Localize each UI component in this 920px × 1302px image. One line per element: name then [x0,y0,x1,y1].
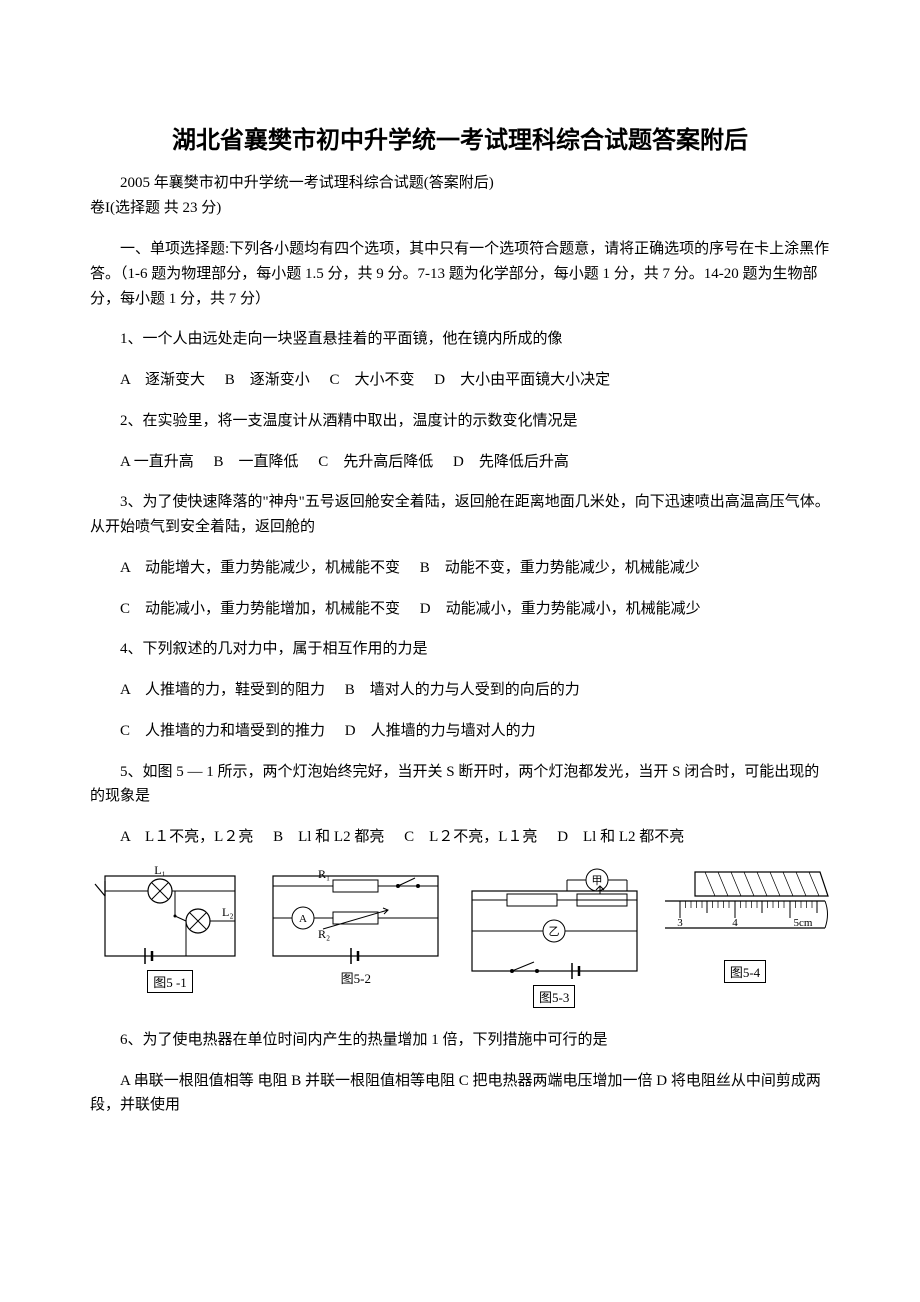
subtitle: 2005 年襄樊市初中升学统一考试理科综合试题(答案附后) [90,171,830,192]
label-r1: R₁ [318,867,330,881]
label-l2: L₂ [222,905,234,919]
circuit-5-3-icon: 甲 乙 [462,866,647,981]
q4-opt-b: B 墙对人的力与人受到的向后的力 [345,682,580,698]
q4-opt-d: D 人推墙的力与墙对人的力 [345,723,536,739]
q2-opt-a: A 一直升高 [120,454,194,470]
question-4-options-cd: C 人推墙的力和墙受到的推力 D 人推墙的力与墙对人的力 [90,719,830,744]
label-yi: 乙 [548,925,559,938]
ruler-5-4-icon: 3 4 5cm [660,866,830,956]
label-ammeter: A [299,913,307,925]
question-3-options-ab: A 动能增大，重力势能减少，机械能不变 B 动能不变，重力势能减少，机械能减少 [90,556,830,581]
question-3-options-cd: C 动能减小，重力势能增加，机械能不变 D 动能减小，重力势能减小，机械能减少 [90,597,830,622]
figure-5-1-caption: 图5 -1 [147,970,193,993]
q5-opt-d: D Ll 和 L2 都不亮 [557,829,684,845]
q2-opt-b: B 一直降低 [214,454,299,470]
tick-5cm: 5cm [794,917,813,929]
label-l1: L₁ [154,866,166,877]
figure-5-2: R₁ A R₂ [263,866,448,987]
figure-5-2-caption: 图5-2 [341,968,371,987]
q3-opt-d: D 动能减小，重力势能减小，机械能减少 [420,601,701,617]
q1-opt-a: A 逐渐变大 [120,372,205,388]
question-4: 4、下列叙述的几对力中，属于相互作用的力是 [90,637,830,662]
question-6-options: A 串联一根阻值相等 电阻 B 并联一根阻值相等电阻 C 把电热器两端电压增加一… [90,1069,830,1119]
q5-opt-c: C L２不亮，L１亮 [404,829,537,845]
q1-opt-c: C 大小不变 [330,372,415,388]
figure-5-1: L₁ L₂ 图5 -1 [90,866,250,993]
label-jia: 甲 [591,875,602,887]
figure-5-4: 3 4 5cm 图5-4 [660,866,830,983]
question-2-options: A 一直升高 B 一直降低 C 先升高后降低 D 先降低后升高 [90,450,830,475]
question-5: 5、如图 5 — 1 所示，两个灯泡始终完好，当开关 S 断开时，两个灯泡都发光… [90,760,830,810]
question-1: 1、一个人由远处走向一块竖直悬挂着的平面镜，他在镜内所成的像 [90,327,830,352]
label-r2: R₂ [318,927,330,941]
q1-opt-b: B 逐渐变小 [225,372,310,388]
figures-row: L₁ L₂ 图5 -1 [90,866,830,1008]
instructions: 一、单项选择题:下列各小题均有四个选项，其中只有一个选项符合题意，请将正确选项的… [90,237,830,311]
q2-opt-c: C 先升高后降低 [318,454,433,470]
q3-opt-a: A 动能增大，重力势能减少，机械能不变 [120,560,400,576]
figure-5-3-caption: 图5-3 [533,985,575,1008]
figure-5-4-caption: 图5-4 [724,960,766,983]
q5-opt-b: B Ll 和 L2 都亮 [273,829,384,845]
q2-opt-d: D 先降低后升高 [453,454,569,470]
question-3: 3、为了使快速降落的"神舟"五号返回舱安全着陆，返回舱在距离地面几米处，向下迅速… [90,490,830,540]
q4-opt-a: A 人推墙的力，鞋受到的阻力 [120,682,325,698]
figure-5-3: 甲 乙 [462,866,647,1008]
question-2: 2、在实验里，将一支温度计从酒精中取出，温度计的示数变化情况是 [90,409,830,434]
page-title: 湖北省襄樊市初中升学统一考试理科综合试题答案附后 [90,120,830,155]
circuit-5-2-icon: R₁ A R₂ [263,866,448,966]
q3-opt-b: B 动能不变，重力势能减少，机械能减少 [420,560,700,576]
q1-opt-d: D 大小由平面镜大小决定 [434,372,610,388]
section-label: 卷I(选择题 共 23 分) [90,196,830,217]
q4-opt-c: C 人推墙的力和墙受到的推力 [120,723,325,739]
q5-opt-a: A L１不亮，L２亮 [120,829,253,845]
question-5-options: A L１不亮，L２亮 B Ll 和 L2 都亮 C L２不亮，L１亮 D Ll … [90,825,830,850]
question-4-options-ab: A 人推墙的力，鞋受到的阻力 B 墙对人的力与人受到的向后的力 [90,678,830,703]
tick-3: 3 [677,917,683,929]
question-1-options: A 逐渐变大 B 逐渐变小 C 大小不变 D 大小由平面镜大小决定 [90,368,830,393]
question-6: 6、为了使电热器在单位时间内产生的热量增加 1 倍，下列措施中可行的是 [90,1028,830,1053]
circuit-5-1-icon: L₁ L₂ [90,866,250,966]
tick-4: 4 [732,917,738,929]
q3-opt-c: C 动能减小，重力势能增加，机械能不变 [120,601,400,617]
